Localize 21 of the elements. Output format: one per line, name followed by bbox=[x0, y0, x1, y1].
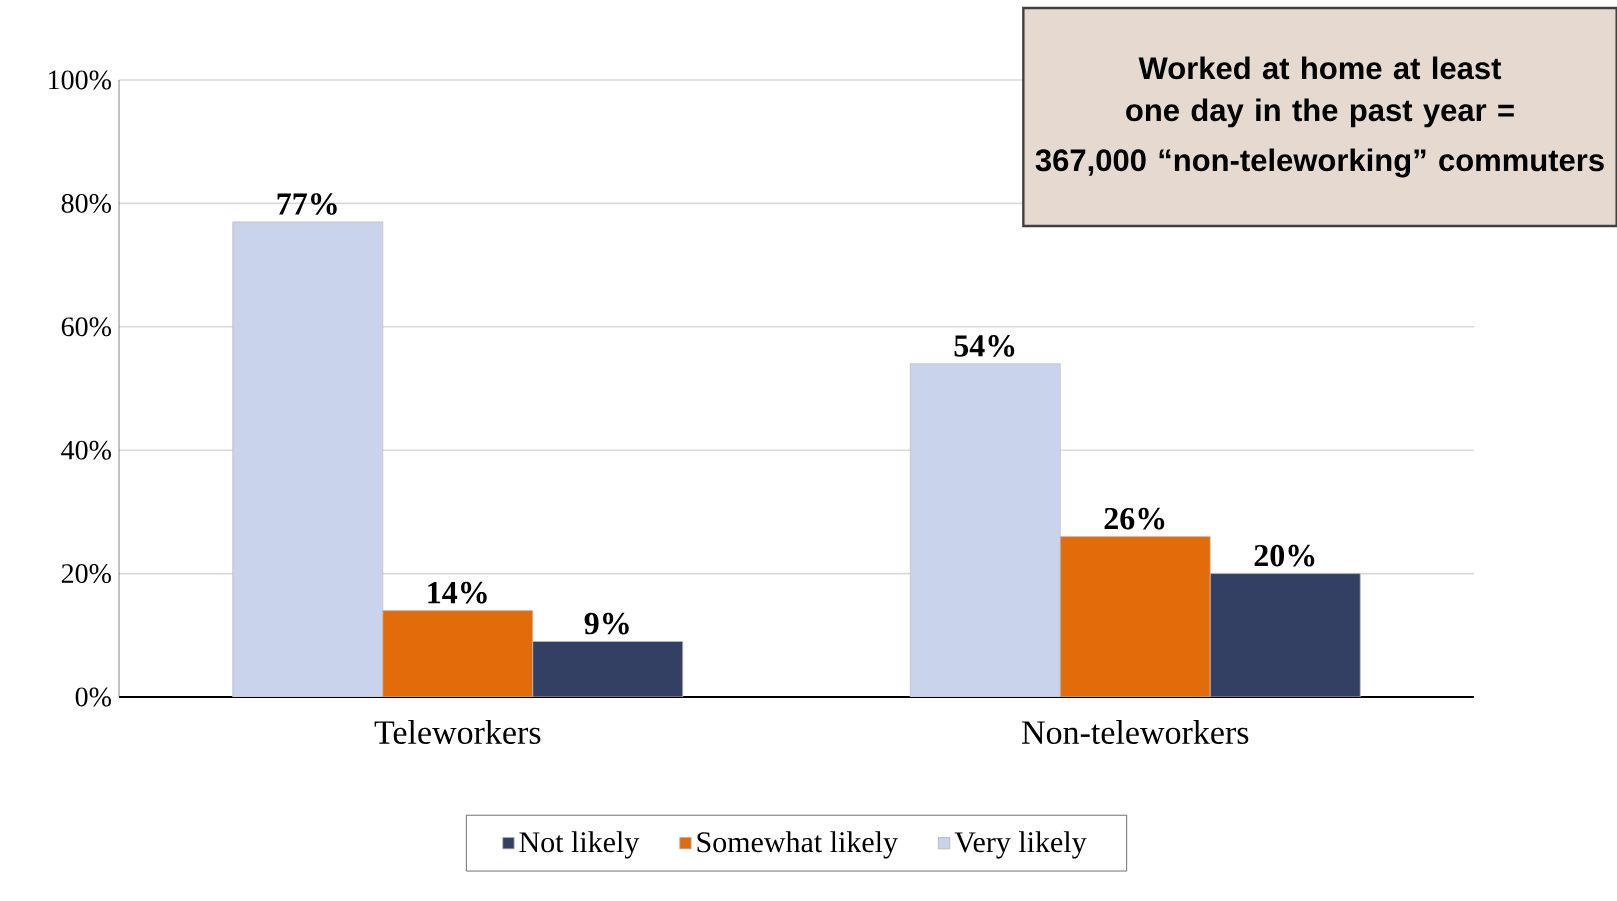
x-tick-label: Teleworkers bbox=[374, 720, 541, 744]
y-tick-label: 60% bbox=[61, 317, 111, 337]
legend-label: Not likely bbox=[519, 831, 640, 859]
y-tick-label: 40% bbox=[61, 440, 111, 460]
bar bbox=[382, 610, 534, 697]
x-tick-label: Non-teleworkers bbox=[1022, 720, 1249, 744]
data-label: 9% bbox=[584, 612, 629, 635]
data-label: 14% bbox=[428, 581, 487, 604]
legend-label: Very likely bbox=[954, 831, 1087, 859]
y-tick-label: 100% bbox=[49, 70, 111, 90]
legend-label: Somewhat likely bbox=[697, 831, 898, 859]
annotation: Worked at home at least one day in the past year = bbox=[1126, 56, 1514, 128]
annotation: 367,000 “non-teleworking” commuters bbox=[1035, 148, 1604, 178]
data-label: 77% bbox=[277, 193, 337, 215]
data-label: 20% bbox=[1254, 544, 1315, 567]
y-tick-label: 80% bbox=[61, 193, 111, 213]
y-tick-label: 0% bbox=[75, 687, 111, 707]
bar bbox=[1059, 536, 1211, 697]
y-tick-label: 20% bbox=[61, 564, 111, 584]
data-label: 54% bbox=[954, 335, 1015, 357]
data-label: 26% bbox=[1104, 507, 1165, 530]
